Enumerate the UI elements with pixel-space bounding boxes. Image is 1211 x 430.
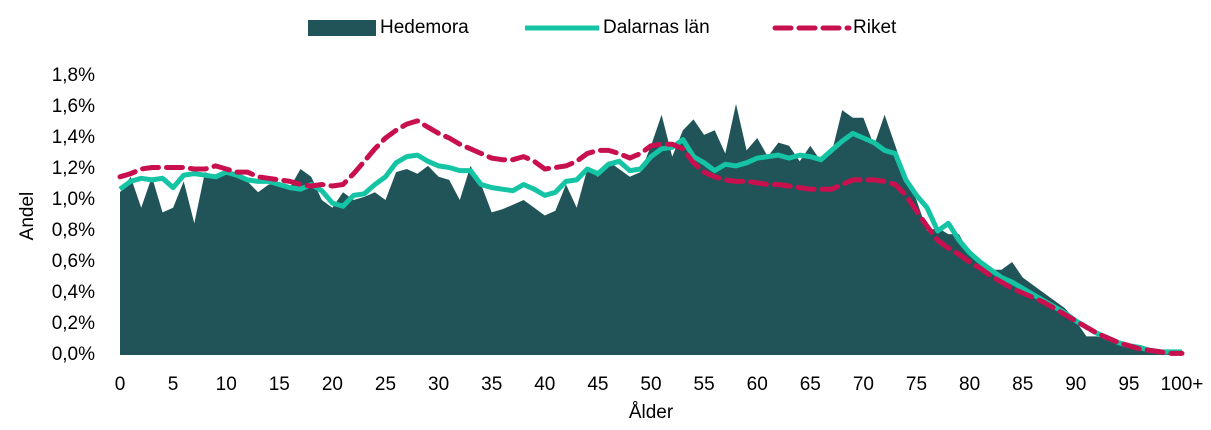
x-tick-label: 40: [534, 374, 555, 395]
y-axis-label: Andel: [17, 192, 38, 241]
legend-label: Dalarnas län: [603, 17, 710, 38]
legend-swatch: [308, 20, 376, 36]
x-tick-label: 10: [216, 374, 237, 395]
y-tick-label: 1,2%: [52, 158, 95, 179]
x-tick-label: 65: [800, 374, 821, 395]
y-tick-label: 1,4%: [52, 127, 95, 148]
y-tick-label: 0,0%: [52, 344, 95, 365]
y-tick-label: 0,4%: [52, 282, 95, 303]
y-tick-label: 0,8%: [52, 220, 95, 241]
x-tick-label: 15: [269, 374, 290, 395]
y-tick-label: 0,2%: [52, 313, 95, 334]
x-tick-label: 90: [1065, 374, 1086, 395]
x-tick-label: 25: [375, 374, 396, 395]
x-tick-label: 50: [640, 374, 661, 395]
legend-label: Riket: [853, 17, 897, 38]
x-tick-label: 45: [587, 374, 608, 395]
line: [117, 118, 1185, 356]
x-tick-label: 95: [1118, 374, 1139, 395]
x-tick-label: 30: [428, 374, 449, 395]
x-tick-label: 20: [322, 374, 343, 395]
y-tick-label: 1,8%: [52, 65, 95, 86]
x-tick-label: 85: [1012, 374, 1033, 395]
area: [120, 103, 1182, 356]
x-tick-label: 0: [115, 374, 126, 395]
line: [118, 130, 1182, 355]
x-tick-label: 70: [853, 374, 874, 395]
y-tick-label: 1,6%: [52, 96, 95, 117]
x-axis-label: Ålder: [629, 402, 674, 423]
y-tick-label: 1,0%: [52, 189, 95, 210]
x-tick-label: 60: [747, 374, 768, 395]
x-tick-label: 5: [168, 374, 179, 395]
y-tick-label: 0,6%: [52, 251, 95, 272]
x-tick-label: 80: [959, 374, 980, 395]
x-tick-label: 75: [906, 374, 927, 395]
x-tick-label: 100+: [1161, 374, 1204, 395]
x-tick-label: 35: [481, 374, 502, 395]
legend-label: Hedemora: [380, 17, 469, 38]
x-tick-label: 55: [694, 374, 715, 395]
